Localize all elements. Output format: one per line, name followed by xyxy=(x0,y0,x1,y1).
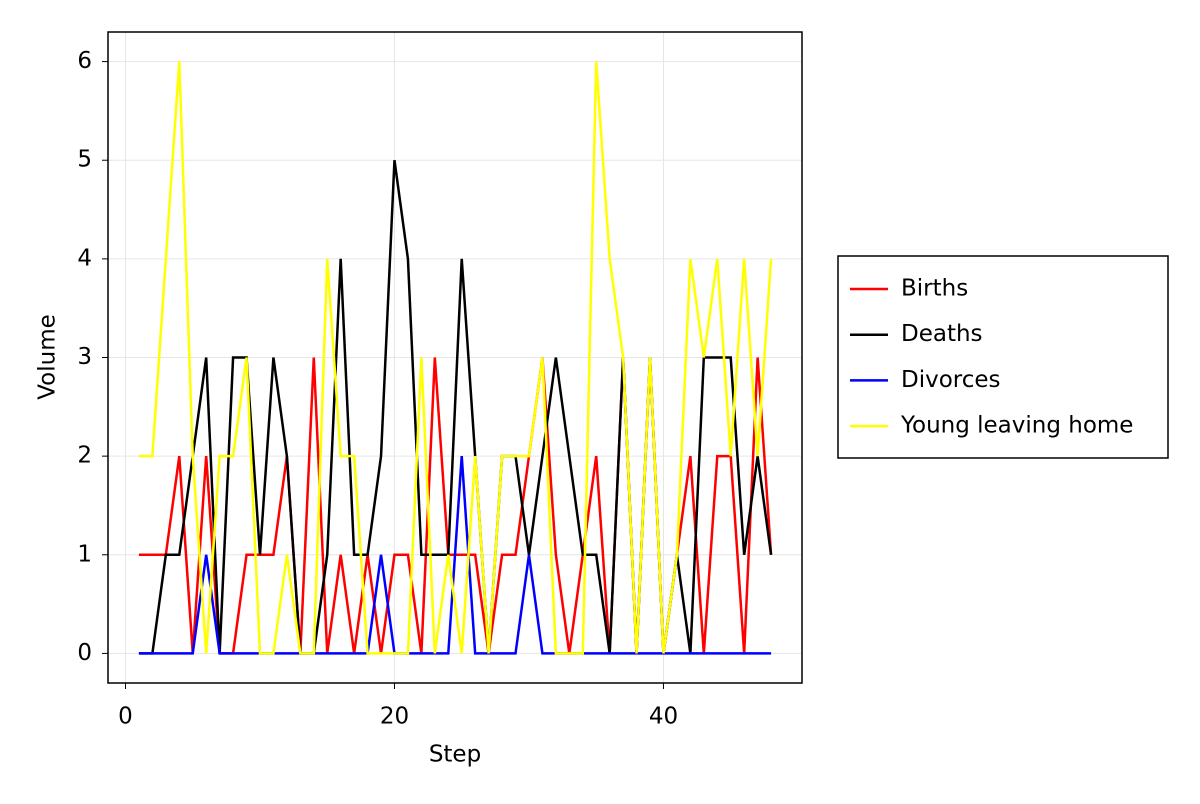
y-tick-label: 0 xyxy=(77,640,92,666)
y-tick-label: 5 xyxy=(77,147,92,173)
y-tick-label: 4 xyxy=(77,245,92,271)
y-tick-label: 3 xyxy=(77,344,92,370)
x-tick-label: 40 xyxy=(649,704,678,730)
legend: Births Deaths Divorces Young leaving home xyxy=(837,255,1169,459)
legend-frame xyxy=(837,255,1169,459)
series-line xyxy=(138,456,772,655)
grid xyxy=(108,32,802,683)
series-line xyxy=(138,61,773,655)
lines xyxy=(138,61,773,655)
legend-label: Deaths xyxy=(901,321,983,347)
series-line xyxy=(138,160,773,655)
legend-label: Births xyxy=(901,276,968,302)
legend-label: Young leaving home xyxy=(900,413,1133,439)
y-tick-label: 1 xyxy=(77,541,92,567)
x-axis-label: Step xyxy=(429,742,481,768)
y-tick-label: 2 xyxy=(77,443,92,469)
x-tick-label: 20 xyxy=(380,704,409,730)
y-tick-label: 6 xyxy=(77,48,92,74)
x-tick-label: 0 xyxy=(118,704,133,730)
legend-label: Divorces xyxy=(901,367,1001,393)
y-axis-label: Volume xyxy=(35,314,61,400)
